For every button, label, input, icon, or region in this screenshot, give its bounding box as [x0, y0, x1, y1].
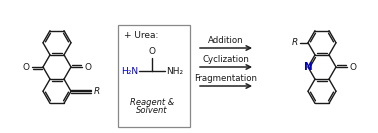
Bar — [118, 25, 190, 127]
Text: Solvent: Solvent — [136, 106, 168, 115]
Text: O: O — [350, 63, 356, 72]
Text: R: R — [292, 38, 298, 47]
Text: Cyclization: Cyclization — [203, 55, 249, 64]
Text: + Urea:: + Urea: — [124, 31, 158, 40]
Text: O: O — [85, 63, 91, 72]
Text: Reagent &: Reagent & — [130, 98, 174, 107]
Text: Addition: Addition — [208, 36, 244, 45]
Text: Fragmentation: Fragmentation — [195, 74, 257, 83]
Text: H₂N: H₂N — [121, 66, 138, 76]
Text: NH₂: NH₂ — [166, 66, 183, 76]
Text: O: O — [149, 47, 155, 56]
Text: R: R — [93, 87, 100, 96]
Text: O: O — [23, 63, 29, 72]
Text: N: N — [304, 62, 312, 72]
